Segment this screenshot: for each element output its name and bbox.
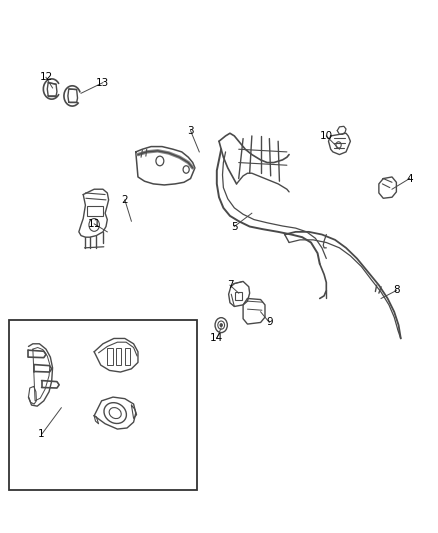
Text: 7: 7 [226, 280, 233, 290]
Text: 9: 9 [266, 318, 273, 327]
Circle shape [220, 324, 223, 327]
Bar [125, 348, 130, 365]
Bar [235, 292, 242, 300]
Text: 13: 13 [96, 78, 110, 87]
Text: 3: 3 [187, 126, 194, 135]
Text: 14: 14 [210, 334, 223, 343]
Text: 5: 5 [231, 222, 238, 231]
Bar [9, 320, 197, 490]
Text: 8: 8 [393, 286, 400, 295]
Text: 4: 4 [406, 174, 413, 183]
Text: 10: 10 [320, 131, 333, 141]
Text: 1: 1 [38, 430, 45, 439]
Bar [107, 348, 113, 365]
Bar [87, 206, 103, 216]
Text: 12: 12 [39, 72, 53, 82]
Text: 2: 2 [121, 195, 128, 205]
Bar [116, 348, 121, 365]
Text: 11: 11 [88, 219, 101, 229]
